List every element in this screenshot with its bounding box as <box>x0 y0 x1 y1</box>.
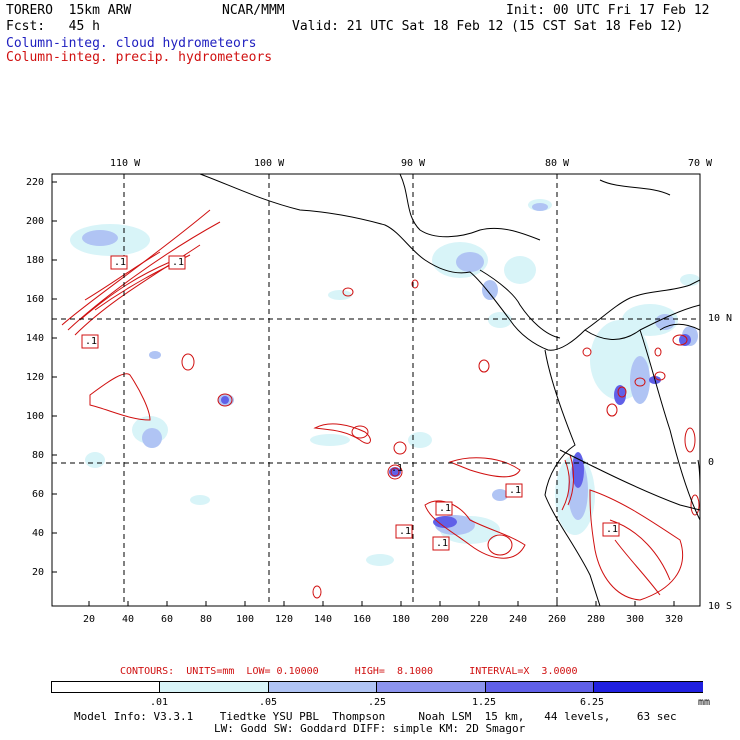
y-tick-label: 180 <box>26 255 45 266</box>
legend-unit: mm <box>698 697 711 708</box>
lon-label: 100 W <box>254 158 285 169</box>
contour-label: .1 <box>391 463 404 474</box>
contour-label: .1 <box>606 524 619 535</box>
lat-label: 10 N <box>708 313 733 324</box>
lon-label: 80 W <box>545 158 570 169</box>
contour-label: .1 <box>172 257 185 268</box>
y-tick-label: 220 <box>26 177 45 188</box>
x-tick-label: 40 <box>122 614 135 625</box>
x-tick-label: 260 <box>548 614 567 625</box>
map-frame <box>51 173 701 607</box>
y-tick-label: 80 <box>32 450 45 461</box>
x-tick-label: 280 <box>587 614 606 625</box>
y-tick-label: 40 <box>32 528 45 539</box>
y-tick-label: 200 <box>26 216 45 227</box>
x-tick-label: 100 <box>236 614 255 625</box>
y-tick-label: 160 <box>26 294 45 305</box>
model-name: TORERO 15km ARW <box>6 3 132 18</box>
contour-label: .1 <box>399 526 412 537</box>
x-tick-label: 80 <box>200 614 213 625</box>
legend-tick: .01 <box>150 697 169 708</box>
contour-label: .1 <box>85 336 98 347</box>
contour-info: CONTOURS: UNITS=mm LOW= 0.10000 HIGH= 8.… <box>120 666 578 677</box>
field-cloud-label: Column-integ. cloud hydrometeors <box>6 36 257 51</box>
legend-bin <box>593 682 703 692</box>
legend-bin <box>159 682 269 692</box>
axis-ticks <box>52 181 675 606</box>
lat-label: 0 <box>708 457 715 468</box>
x-tick-label: 20 <box>83 614 96 625</box>
precip-contours <box>61 209 700 601</box>
y-tick-label: 100 <box>26 411 45 422</box>
legend-bin <box>485 682 594 692</box>
y-tick-label: 60 <box>32 489 45 500</box>
legend-tick: 1.25 <box>472 697 497 708</box>
legend-colorbar <box>51 681 703 693</box>
center-name: NCAR/MMM <box>222 3 285 18</box>
model-info-line1: Model Info: V3.3.1 Tiedtke YSU PBL Thomp… <box>74 710 677 723</box>
y-tick-label: 20 <box>32 567 45 578</box>
lon-label: 110 W <box>110 158 141 169</box>
x-tick-label: 140 <box>314 614 333 625</box>
x-tick-label: 220 <box>470 614 489 625</box>
gridlines <box>52 174 700 606</box>
contour-label: .1 <box>509 485 522 496</box>
x-tick-label: 300 <box>626 614 645 625</box>
x-tick-label: 200 <box>431 614 450 625</box>
contour-label: .1 <box>436 538 449 549</box>
legend-bin <box>268 682 377 692</box>
x-tick-label: 320 <box>665 614 684 625</box>
x-tick-label: 180 <box>392 614 411 625</box>
x-tick-label: 160 <box>353 614 372 625</box>
lon-label: 70 W <box>688 158 713 169</box>
forecast-hour: Fcst: 45 h <box>6 19 100 34</box>
y-tick-label: 140 <box>26 333 45 344</box>
legend-tick: .05 <box>259 697 278 708</box>
legend-tick: 6.25 <box>580 697 605 708</box>
lon-label: 90 W <box>401 158 426 169</box>
x-tick-label: 240 <box>509 614 528 625</box>
contour-label: .1 <box>114 257 127 268</box>
contour-label-boxes <box>81 255 620 551</box>
x-tick-label: 60 <box>161 614 174 625</box>
field-precip-label: Column-integ. precip. hydrometeors <box>6 50 273 65</box>
legend-tick: .25 <box>368 697 387 708</box>
cloud-shading-light <box>70 199 700 566</box>
legend-bin <box>52 682 159 692</box>
y-tick-label: 120 <box>26 372 45 383</box>
valid-time: Valid: 21 UTC Sat 18 Feb 12 (15 CST Sat … <box>292 19 684 34</box>
model-info-line2: LW: Godd SW: Goddard DIFF: simple KM: 2D… <box>214 722 526 735</box>
x-tick-label: 120 <box>275 614 294 625</box>
init-time: Init: 00 UTC Fri 17 Feb 12 <box>506 3 710 18</box>
legend-bin <box>376 682 486 692</box>
contour-label: .1 <box>439 503 452 514</box>
lat-label: 10 S <box>708 601 733 612</box>
